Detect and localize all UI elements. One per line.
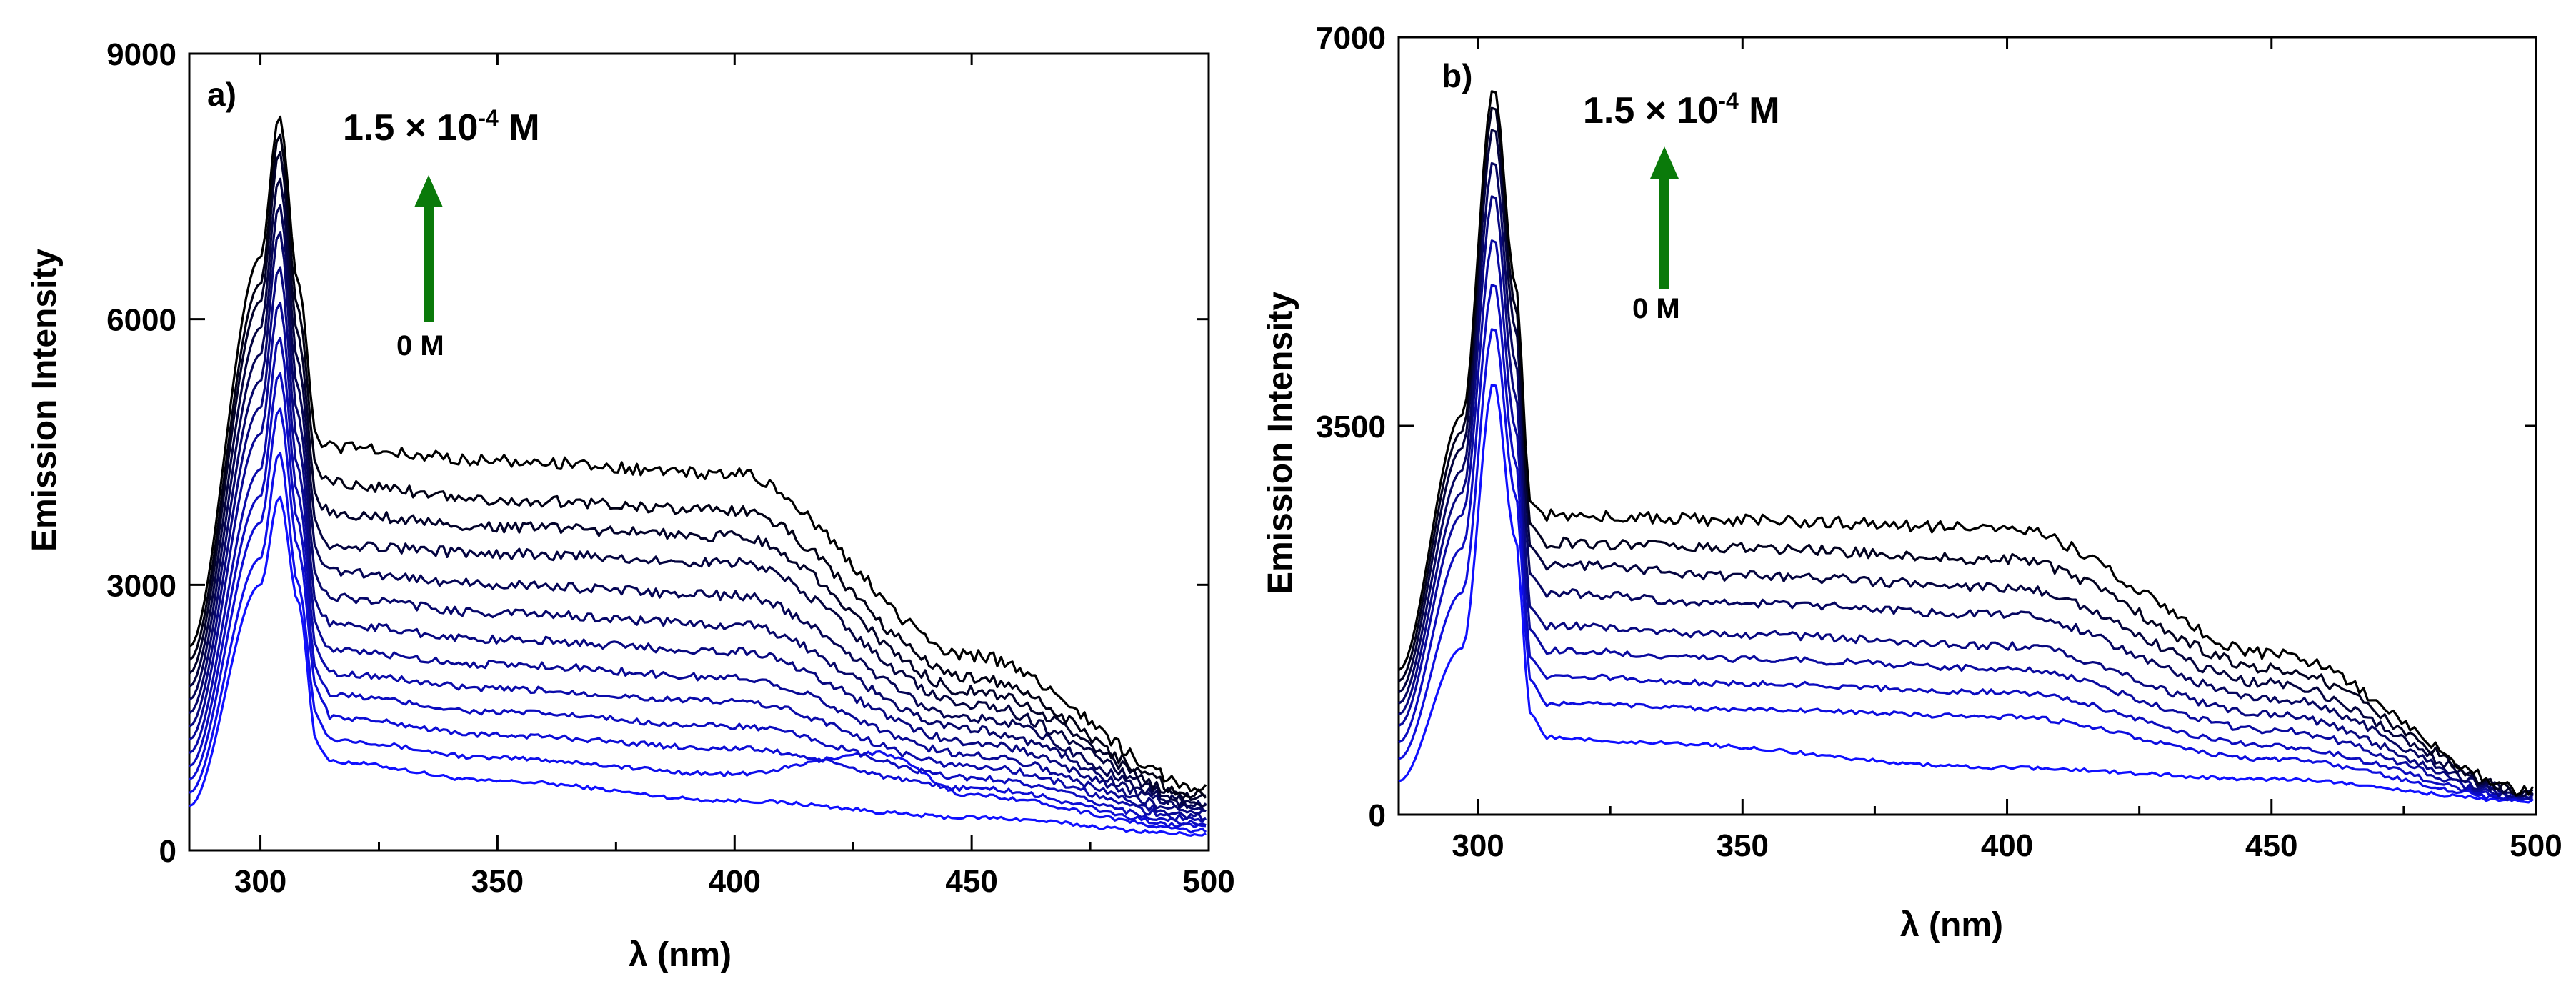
y-tick-label: 6000 [106, 303, 176, 338]
concentration-top-unit: M [1739, 90, 1780, 131]
y-tick-label: 0 [1369, 798, 1386, 833]
series-line-10 [189, 177, 1207, 808]
series-line-2 [189, 452, 1207, 834]
chart-panel-a: 300 350 400 450 500 0 3000 6000 9000 a) 1.5 × 10… [26, 37, 1235, 974]
concentration-annotation: 1.5 × 10-4 M 0 M [343, 105, 540, 362]
concentration-top-unit: M [499, 107, 540, 149]
increase-arrow-head-icon [414, 175, 443, 207]
series-line-3 [1398, 284, 2534, 802]
x-tick-label: 350 [471, 864, 524, 899]
panel-label: a) [207, 76, 236, 113]
concentration-top-label: 1.5 × 10-4 M [1583, 88, 1780, 131]
x-tick-label: 500 [1182, 864, 1234, 899]
series-line-11 [188, 151, 1207, 801]
x-axis-label: λ (nm) [629, 936, 732, 974]
series-line-7 [189, 266, 1207, 816]
y-tick-label: 3500 [1316, 409, 1386, 444]
series-line-1 [189, 495, 1207, 837]
x-tick-label: 400 [709, 864, 761, 899]
y-axis-label: Emission Intensity [1262, 292, 1299, 595]
series-line-5 [189, 337, 1207, 823]
increase-arrow-head-icon [1650, 146, 1679, 179]
y-tick-label: 3000 [106, 568, 176, 603]
y-tick-label: 0 [159, 834, 176, 869]
panel-label: b) [1442, 57, 1472, 94]
series-line-6 [1398, 161, 2534, 797]
series-line-12 [188, 133, 1207, 799]
y-tick-label: 9000 [106, 37, 176, 72]
concentration-top-label: 1.5 × 10-4 M [343, 105, 540, 149]
y-axis-label: Emission Intensity [26, 249, 64, 552]
x-tick-label: 300 [234, 864, 286, 899]
concentration-top-exp: -4 [1718, 88, 1739, 114]
plot-frame [1397, 36, 2537, 816]
concentration-bottom-label: 0 M [396, 330, 444, 362]
x-tick-label: 500 [2510, 828, 2562, 863]
concentration-top-base: 1.5 × 10 [343, 107, 478, 149]
x-tick-label: 300 [1452, 828, 1504, 863]
concentration-top-exp: -4 [478, 105, 499, 131]
series-line-8 [1398, 106, 2533, 797]
series-line-6 [189, 302, 1207, 822]
series-line-2 [1398, 328, 2534, 802]
concentration-annotation: 1.5 × 10-4 M 0 M [1583, 88, 1780, 324]
y-tick-label: 7000 [1316, 21, 1386, 56]
x-tick-label: 400 [1981, 828, 2033, 863]
series-line-1 [1398, 384, 2534, 804]
x-tick-label: 350 [1717, 828, 1769, 863]
series-line-5 [1398, 195, 2534, 800]
chart-panel-b: 300 350 400 450 500 0 3500 7000 b) 1.5 × 10-4 M… [1262, 21, 2562, 944]
series-line-9 [1398, 90, 2535, 797]
x-tick-label: 450 [2245, 828, 2297, 863]
concentration-top-base: 1.5 × 10 [1583, 90, 1718, 131]
series-line-4 [1398, 239, 2533, 800]
series-line-4 [189, 372, 1207, 827]
series-line-13 [188, 115, 1207, 793]
x-tick-label: 450 [945, 864, 997, 899]
series-line-8 [189, 231, 1207, 812]
series-line-3 [189, 407, 1207, 828]
series-line-9 [189, 204, 1207, 810]
plot-frame [188, 52, 1210, 852]
x-axis-label: λ (nm) [1900, 906, 2003, 944]
concentration-bottom-label: 0 M [1632, 293, 1680, 324]
series-line-7 [1398, 129, 2534, 797]
